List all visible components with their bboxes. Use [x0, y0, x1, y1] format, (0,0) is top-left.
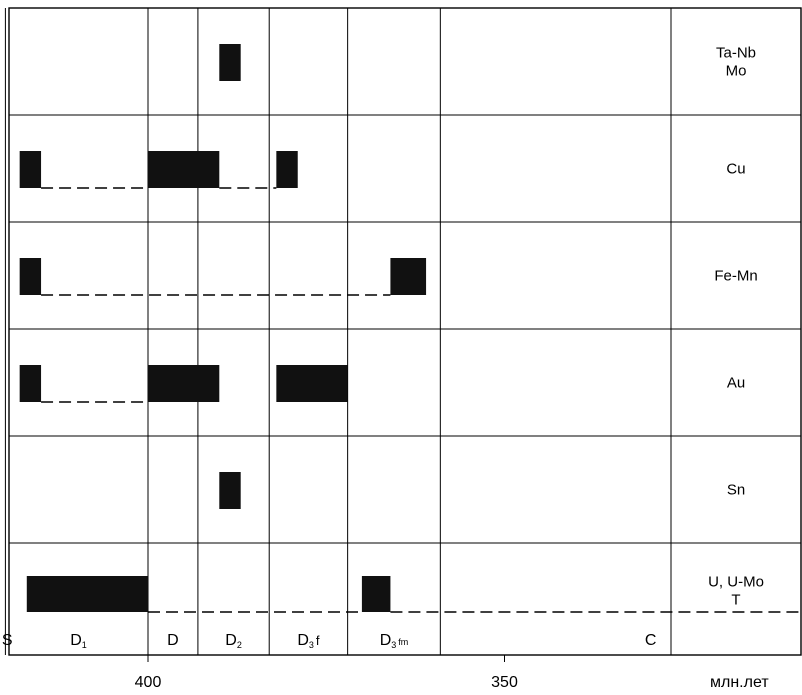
period-label: C: [645, 632, 657, 649]
period-label: D2: [225, 632, 242, 650]
element-label: Sn: [727, 482, 745, 499]
occurrence-bar: [361, 576, 391, 612]
x-tick-label: 400: [135, 674, 162, 691]
element-label: T: [731, 592, 740, 609]
period-label: S: [2, 632, 13, 649]
occurrence-bar: [276, 151, 298, 188]
grid-layer: [4, 7, 802, 662]
period-label: D3 f: [297, 632, 320, 650]
period-label: D: [167, 632, 179, 649]
occurrence-bar: [26, 576, 148, 612]
occurrence-bar: [276, 365, 348, 402]
period-label: D1: [70, 632, 87, 650]
occurrence-bar: [219, 44, 241, 81]
bars-layer: [19, 44, 802, 613]
element-label: Mo: [726, 63, 747, 80]
occurrence-bar: [19, 365, 42, 402]
occurrence-bar: [390, 258, 427, 295]
occurrence-bar: [19, 151, 42, 188]
occurrence-bar: [19, 258, 42, 295]
occurrence-bar: [148, 151, 220, 188]
x-tick-label: 350: [491, 674, 518, 691]
chart-frame: [8, 7, 802, 656]
element-label: Cu: [726, 161, 745, 178]
element-label: Ta-Nb: [716, 45, 756, 62]
occurrence-bar: [219, 472, 241, 509]
element-label: Fe-Mn: [714, 268, 757, 285]
element-label: U, U-Mo: [708, 574, 764, 591]
period-label: D3 fm: [380, 632, 409, 650]
occurrence-bar: [148, 365, 220, 402]
x-axis-unit: млн.лет: [710, 674, 769, 691]
element-label: Au: [727, 375, 745, 392]
